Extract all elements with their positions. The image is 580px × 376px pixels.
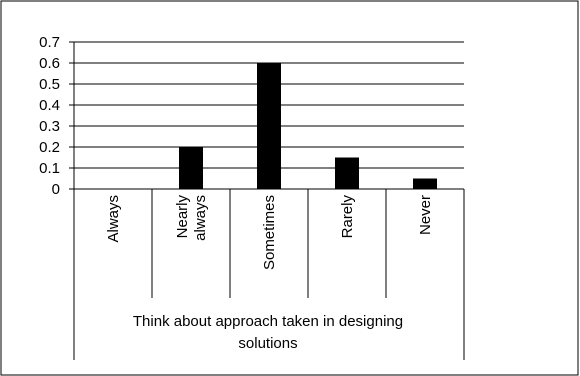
category-labels: Always Nearly always Sometimes Rarely Never — [105, 195, 434, 271]
category-label-line: Never — [417, 195, 434, 235]
category-label: Sometimes — [261, 195, 278, 270]
y-tick-label: 0 — [52, 181, 60, 198]
category-label-line: Nearly — [174, 195, 191, 239]
y-tick-label: 0.4 — [39, 97, 60, 114]
x-axis-title-line-1: Think about approach taken in designing — [133, 313, 403, 330]
y-tick-label: 0.7 — [39, 34, 60, 51]
y-tick-label: 0.2 — [39, 139, 60, 156]
bar — [413, 178, 437, 189]
y-tick-label: 0.3 — [39, 118, 60, 135]
bars — [179, 63, 437, 189]
category-label: Nearly always — [174, 195, 209, 241]
y-tick-label: 0.6 — [39, 55, 60, 72]
category-label: Always — [105, 195, 122, 243]
category-label: Rarely — [339, 195, 356, 239]
category-label-line: Sometimes — [261, 195, 278, 270]
x-axis-title-line-2: solutions — [238, 335, 297, 352]
bar — [179, 147, 203, 189]
bar — [257, 63, 281, 189]
category-label: Never — [417, 195, 434, 235]
axes — [73, 42, 465, 360]
category-label-line: always — [192, 195, 209, 241]
y-tick-label: 0.1 — [39, 160, 60, 177]
y-tick-label: 0.5 — [39, 76, 60, 93]
category-label-line: Always — [105, 195, 122, 243]
y-tick-labels: 0 0.1 0.2 0.3 0.4 0.5 0.6 0.7 — [39, 34, 60, 198]
bar — [335, 157, 359, 189]
category-label-line: Rarely — [339, 195, 356, 239]
